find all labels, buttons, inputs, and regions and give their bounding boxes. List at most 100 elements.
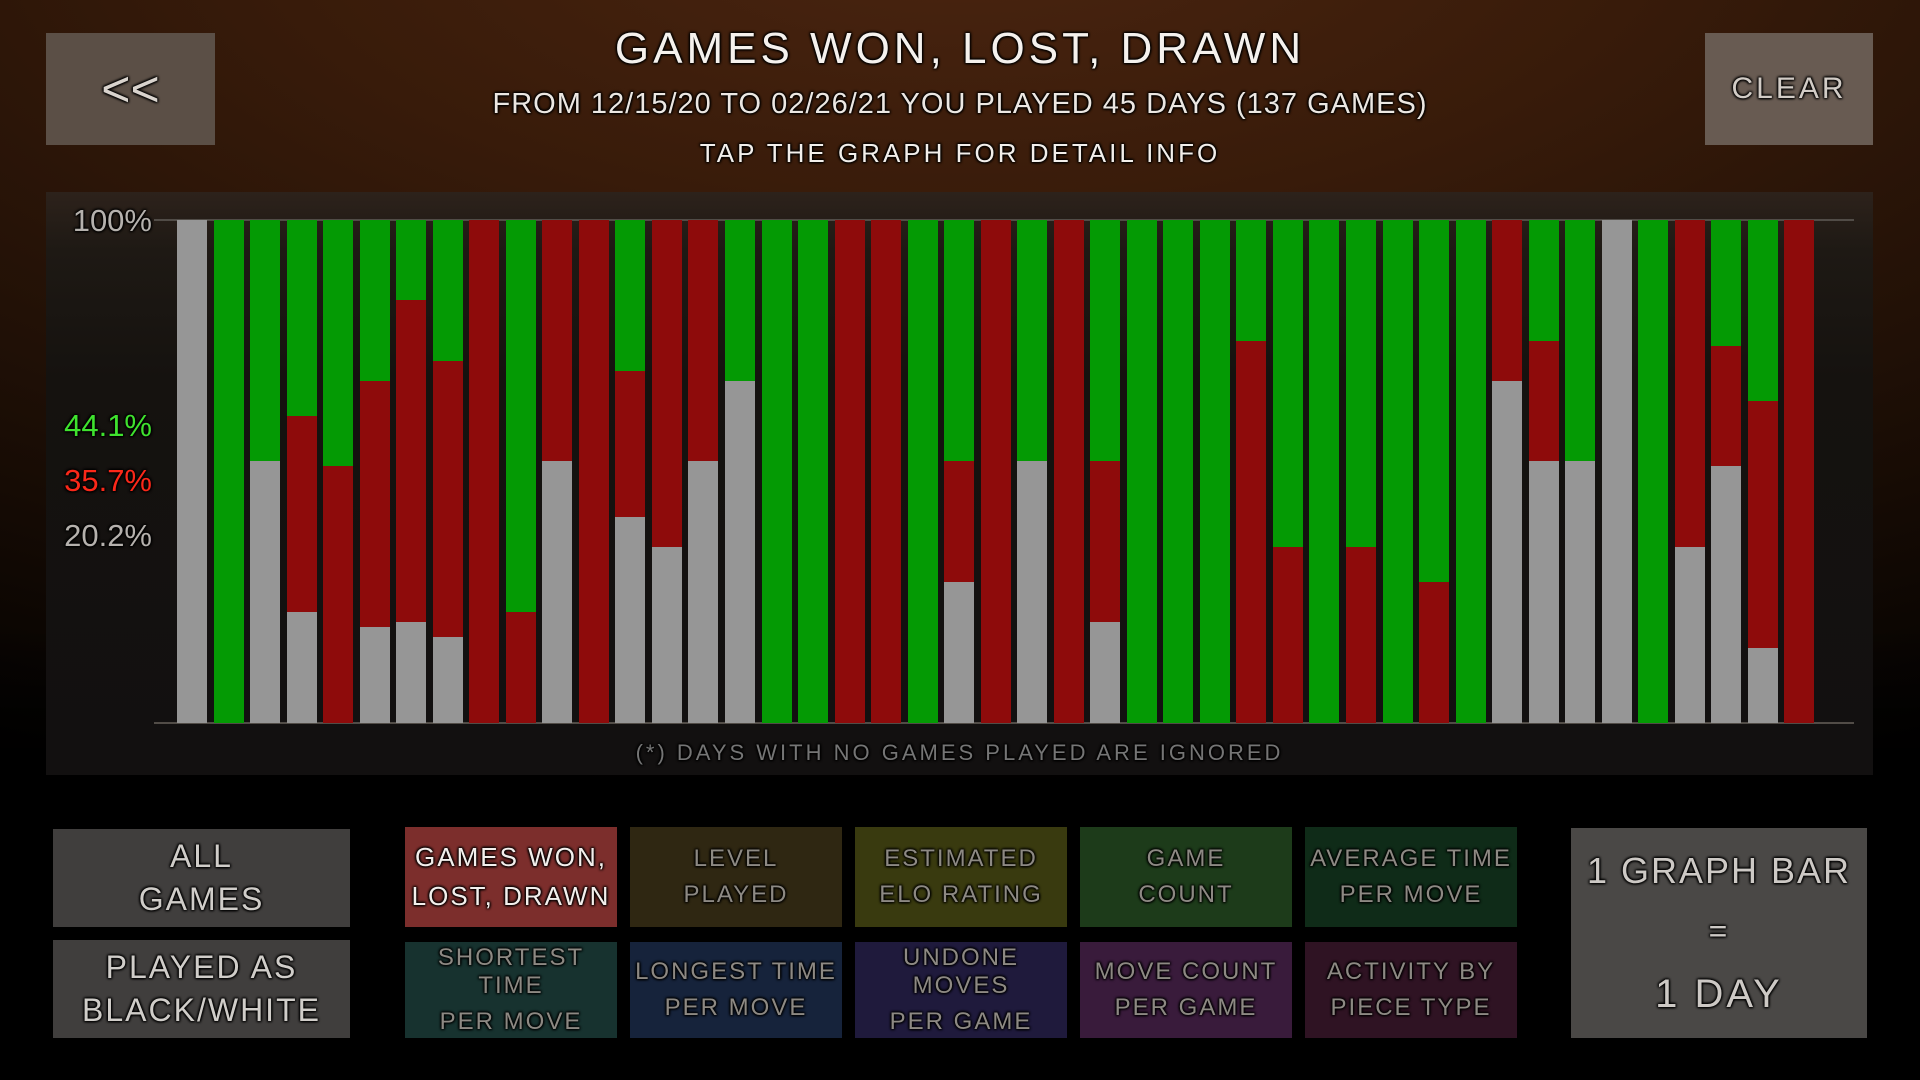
graph-bar-day[interactable] [724, 220, 755, 723]
menu-undone-moves-per-game[interactable]: UNDONE MOVES PER GAME [855, 942, 1067, 1038]
bar-segment-lost [871, 220, 902, 723]
bar-segment-drawn [396, 622, 427, 723]
graph-bar-day[interactable] [213, 220, 244, 723]
bar-segment-lost [1492, 220, 1523, 381]
menu-label-line: PIECE TYPE [1330, 994, 1492, 1021]
graph-bar-day[interactable] [1236, 220, 1267, 723]
bar-segment-drawn [432, 637, 463, 723]
menu-label-line: PER GAME [889, 1008, 1033, 1035]
bar-segment-lost [286, 416, 317, 613]
graph-bar-day[interactable] [1053, 220, 1084, 723]
bar-segment-drawn [615, 516, 646, 723]
all-games-label-line2: GAMES [138, 881, 265, 917]
all-games-button[interactable]: ALL GAMES [53, 829, 350, 927]
menu-label-line: UNDONE MOVES [902, 944, 1019, 999]
graph-bar-day[interactable] [1126, 220, 1157, 723]
bar-segment-lost [323, 466, 354, 723]
graph-bar-day[interactable] [177, 220, 207, 723]
bar-segment-lost [980, 220, 1011, 723]
menu-label-line: ESTIMATED [884, 845, 1038, 872]
graph-bar-day[interactable] [1565, 220, 1596, 723]
graph-bar-day[interactable] [1346, 220, 1376, 723]
bar-segment-won [1419, 220, 1450, 583]
graph-bar-day[interactable] [688, 220, 719, 723]
graph-bar-day[interactable] [250, 220, 281, 723]
graph-bar-day[interactable] [1455, 220, 1486, 723]
bar-segment-lost [688, 220, 719, 462]
bar-segment-drawn [944, 582, 975, 723]
bar-segment-won [944, 220, 975, 462]
graph-bar-day[interactable] [542, 220, 573, 723]
graph-bar-day[interactable] [907, 220, 938, 723]
bar-segment-lost [1053, 220, 1084, 723]
played-as-black-white-button[interactable]: PLAYED AS BLACK/WHITE [53, 940, 350, 1038]
bar-segment-won [1528, 220, 1559, 341]
graph-bar-day[interactable] [432, 220, 463, 723]
menu-games-won-lost-drawn[interactable]: GAMES WON, LOST, DRAWN [405, 827, 617, 927]
graph-bar-day[interactable] [286, 220, 317, 723]
bar-segment-drawn [1565, 461, 1596, 723]
menu-estimated-elo-rating[interactable]: ESTIMATED ELO RATING [855, 827, 1067, 927]
bar-segment-won [396, 220, 427, 301]
bar-segment-won [615, 220, 646, 371]
graph-bar-day[interactable] [615, 220, 646, 723]
menu-average-time-per-move[interactable]: AVERAGE TIME PER MOVE [1305, 827, 1517, 927]
graph-bar-day[interactable] [1674, 220, 1705, 723]
bar-segment-won [1199, 220, 1230, 723]
graph-bar-day[interactable] [1163, 220, 1194, 723]
graph-bar-day[interactable] [1199, 220, 1230, 723]
graph-bar-day[interactable] [1784, 220, 1815, 723]
graph-bar-day[interactable] [1711, 220, 1742, 723]
bar-segment-won [724, 220, 755, 381]
menu-shortest-time-per-move[interactable]: SHORTEST TIME PER MOVE [405, 942, 617, 1038]
graph-bar-day[interactable] [1090, 220, 1121, 723]
bar-segment-drawn [542, 461, 573, 723]
graph-bar-day[interactable] [944, 220, 975, 723]
graph-bar-day[interactable] [1382, 220, 1413, 723]
menu-activity-by-piece-type[interactable]: ACTIVITY BY PIECE TYPE [1305, 942, 1517, 1038]
bar-segment-drawn [359, 627, 390, 723]
bar-segment-lost [396, 300, 427, 623]
graph-bar-day[interactable] [323, 220, 354, 723]
bar-segment-won [1017, 220, 1048, 462]
graph-bar-day[interactable] [1601, 220, 1632, 723]
graph-bar-day[interactable] [1419, 220, 1450, 723]
stacked-bar-chart[interactable] [177, 220, 1815, 723]
graph-bar-day[interactable] [761, 220, 792, 723]
graph-bar-day[interactable] [1528, 220, 1559, 723]
page-title: GAMES WON, LOST, DRAWN [614, 24, 1306, 73]
bar-segment-drawn [286, 612, 317, 723]
graph-bar-day[interactable] [1272, 220, 1303, 723]
graph-bar-day[interactable] [469, 220, 500, 723]
graph-bar-day[interactable] [1638, 220, 1669, 723]
bar-segment-won [1309, 220, 1340, 723]
bar-segment-drawn [1492, 380, 1523, 723]
legend-line3: 1 DAY [1655, 971, 1783, 1016]
menu-level-played[interactable]: LEVEL PLAYED [630, 827, 842, 927]
graph-bar-day[interactable] [980, 220, 1011, 723]
menu-move-count-per-game[interactable]: MOVE COUNT PER GAME [1080, 942, 1292, 1038]
bar-segment-lost [578, 220, 609, 723]
graph-bar-day[interactable] [578, 220, 609, 723]
legend-line1: 1 GRAPH BAR [1586, 849, 1852, 891]
back-button[interactable]: << [46, 33, 215, 145]
clear-button[interactable]: CLEAR [1705, 33, 1873, 145]
graph-bar-day[interactable] [798, 220, 829, 723]
menu-label-line: PER MOVE [664, 994, 808, 1021]
menu-longest-time-per-move[interactable]: LONGEST TIME PER MOVE [630, 942, 842, 1038]
graph-bar-day[interactable] [651, 220, 682, 723]
graph-bar-day[interactable] [396, 220, 427, 723]
graph-bar-day[interactable] [1309, 220, 1340, 723]
menu-label-line: PER GAME [1114, 994, 1258, 1021]
graph-bar-day[interactable] [1017, 220, 1048, 723]
graph-bar-day[interactable] [1747, 220, 1778, 723]
graph-bar-day[interactable] [871, 220, 902, 723]
bar-scale-legend: 1 GRAPH BAR = 1 DAY [1571, 828, 1867, 1038]
bar-segment-won [250, 220, 281, 462]
graph-bar-day[interactable] [1492, 220, 1523, 723]
graph-bar-day[interactable] [359, 220, 390, 723]
date-range-summary: FROM 12/15/20 TO 02/26/21 YOU PLAYED 45 … [492, 88, 1428, 120]
menu-game-count[interactable]: GAME COUNT [1080, 827, 1292, 927]
graph-bar-day[interactable] [505, 220, 536, 723]
graph-bar-day[interactable] [834, 220, 865, 723]
